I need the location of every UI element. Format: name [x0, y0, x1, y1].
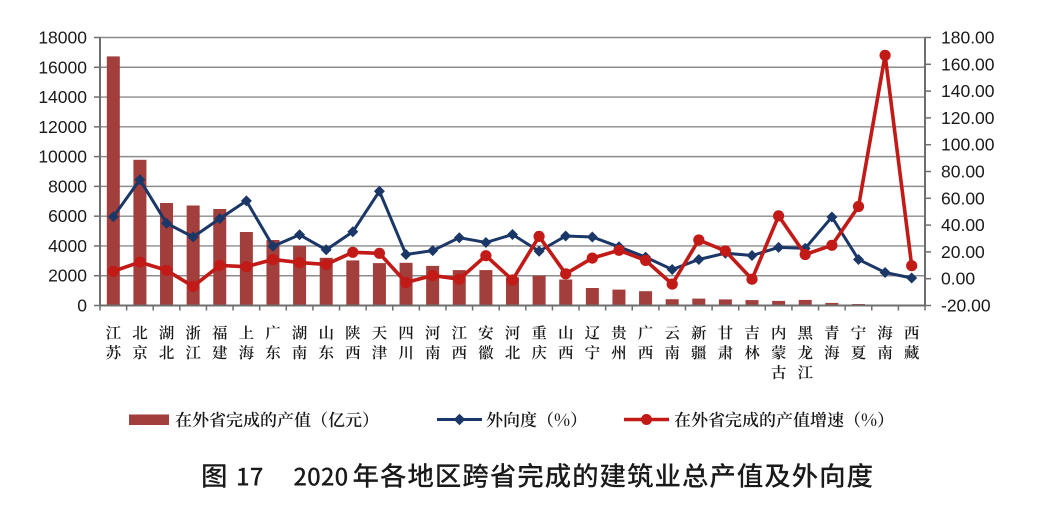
svg-text:0: 0 [77, 296, 87, 316]
svg-text:14000: 14000 [38, 87, 87, 107]
svg-text:0.00: 0.00 [941, 269, 975, 289]
svg-text:10000: 10000 [38, 147, 87, 167]
svg-text:160.00: 160.00 [941, 54, 995, 74]
svg-text:18000: 18000 [38, 28, 87, 48]
svg-text:80.00: 80.00 [941, 162, 985, 182]
svg-text:4000: 4000 [48, 236, 87, 256]
svg-text:12000: 12000 [38, 117, 87, 137]
svg-text:-20.00: -20.00 [941, 296, 991, 316]
svg-text:16000: 16000 [38, 57, 87, 77]
svg-text:40.00: 40.00 [941, 215, 985, 235]
svg-text:180.00: 180.00 [941, 28, 995, 48]
svg-text:6000: 6000 [48, 206, 87, 226]
svg-text:100.00: 100.00 [941, 135, 995, 155]
svg-text:8000: 8000 [48, 176, 87, 196]
svg-text:2000: 2000 [48, 266, 87, 286]
svg-text:120.00: 120.00 [941, 108, 995, 128]
svg-text:20.00: 20.00 [941, 242, 985, 262]
svg-text:140.00: 140.00 [941, 81, 995, 101]
svg-text:60.00: 60.00 [941, 188, 985, 208]
